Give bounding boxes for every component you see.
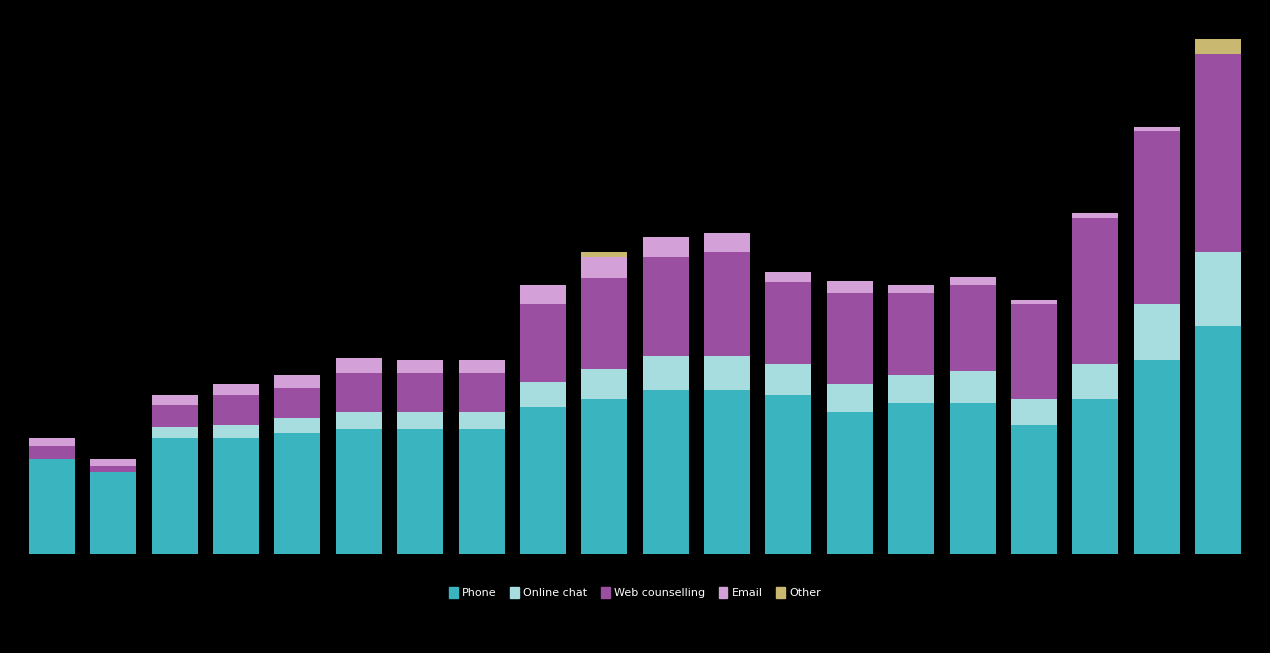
Bar	[335, 429, 382, 554]
Bar	[519, 304, 566, 381]
Bar	[704, 232, 751, 252]
Bar	[274, 418, 320, 434]
Bar	[1195, 325, 1241, 554]
Bar	[827, 384, 872, 412]
Bar	[827, 293, 872, 384]
Bar	[1072, 399, 1119, 554]
Bar	[1011, 300, 1057, 304]
Bar	[213, 384, 259, 394]
Bar	[1072, 364, 1119, 399]
Bar	[827, 281, 872, 293]
Bar	[582, 369, 627, 399]
Bar	[274, 375, 320, 388]
Bar	[458, 412, 504, 429]
Bar	[90, 472, 136, 554]
Bar	[888, 375, 935, 403]
Bar	[335, 358, 382, 373]
Bar	[1195, 39, 1241, 54]
Bar	[29, 446, 75, 459]
Bar	[398, 429, 443, 554]
Bar	[1072, 214, 1119, 217]
Bar	[950, 277, 996, 285]
Bar	[398, 360, 443, 373]
Bar	[213, 394, 259, 424]
Bar	[398, 373, 443, 412]
Bar	[643, 356, 688, 390]
Bar	[1134, 360, 1180, 554]
Bar	[398, 412, 443, 429]
Bar	[1011, 304, 1057, 399]
Legend: Phone, Online chat, Web counselling, Email, Other: Phone, Online chat, Web counselling, Ema…	[444, 582, 826, 603]
Bar	[827, 412, 872, 554]
Bar	[458, 373, 504, 412]
Bar	[458, 360, 504, 373]
Bar	[335, 412, 382, 429]
Bar	[766, 364, 812, 394]
Bar	[151, 406, 198, 427]
Bar	[582, 252, 627, 257]
Bar	[29, 459, 75, 554]
Bar	[704, 390, 751, 554]
Bar	[274, 434, 320, 554]
Bar	[90, 466, 136, 472]
Bar	[888, 293, 935, 375]
Bar	[1195, 252, 1241, 325]
Bar	[151, 427, 198, 438]
Bar	[950, 371, 996, 403]
Bar	[519, 285, 566, 304]
Bar	[151, 394, 198, 406]
Bar	[1134, 127, 1180, 131]
Bar	[90, 459, 136, 466]
Bar	[950, 285, 996, 371]
Bar	[274, 388, 320, 418]
Bar	[950, 403, 996, 554]
Bar	[643, 237, 688, 257]
Bar	[1011, 399, 1057, 424]
Bar	[704, 252, 751, 356]
Bar	[1195, 54, 1241, 252]
Bar	[213, 438, 259, 554]
Bar	[582, 399, 627, 554]
Bar	[766, 394, 812, 554]
Bar	[335, 373, 382, 412]
Bar	[1072, 217, 1119, 364]
Bar	[151, 438, 198, 554]
Bar	[29, 438, 75, 446]
Bar	[1134, 131, 1180, 304]
Bar	[519, 381, 566, 407]
Bar	[888, 285, 935, 293]
Bar	[213, 424, 259, 438]
Bar	[1134, 304, 1180, 360]
Bar	[458, 429, 504, 554]
Bar	[519, 407, 566, 554]
Bar	[766, 282, 812, 364]
Bar	[643, 257, 688, 356]
Bar	[888, 403, 935, 554]
Bar	[582, 257, 627, 278]
Bar	[704, 356, 751, 390]
Bar	[643, 390, 688, 554]
Bar	[582, 278, 627, 369]
Bar	[766, 272, 812, 282]
Bar	[1011, 424, 1057, 554]
